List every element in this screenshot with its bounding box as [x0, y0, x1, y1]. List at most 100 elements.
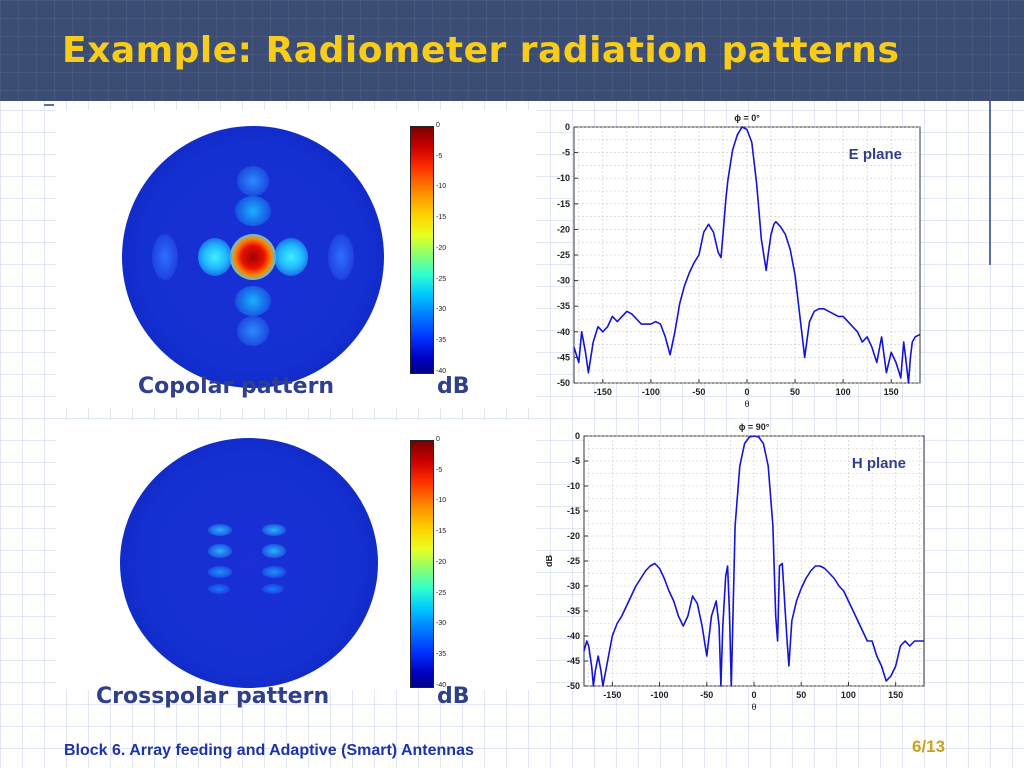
y-tick-label: -45	[557, 352, 570, 362]
x-tick-label: -50	[692, 387, 705, 397]
crosspolar-colorbar-ticks: 0 -5 -10 -15 -20 -25 -30 -35 -40	[436, 436, 466, 692]
y-tick-label: -20	[557, 224, 570, 234]
crosspolar-caption: Crosspolar pattern	[96, 684, 330, 709]
y-tick-label: -25	[567, 556, 580, 566]
side-lobe	[235, 286, 271, 316]
x-tick-label: 150	[884, 387, 899, 397]
plane-annotation: H plane	[852, 455, 906, 472]
accent-line	[989, 101, 991, 265]
cross-lobe	[208, 584, 230, 594]
crosspolar-pattern-map	[120, 438, 378, 688]
y-tick-label: -30	[557, 276, 570, 286]
crosspolar-colorbar	[410, 440, 434, 688]
y-tick-label: 0	[565, 122, 570, 132]
cross-lobe	[262, 524, 286, 536]
x-tick-label: 0	[744, 387, 749, 397]
side-lobe	[235, 196, 271, 226]
copolar-pattern-map	[122, 126, 384, 388]
copolar-unit-label: dB	[437, 374, 470, 399]
e-plane-pattern-plot: 0 -5 -10 -15 -20 -25 -30 -35 -40 -45 -50 -150 -100 -5…	[557, 113, 921, 409]
y-axis-label: dB	[546, 555, 554, 567]
accent-dash	[44, 104, 54, 106]
side-lobe	[274, 238, 308, 276]
y-tick-label: -40	[567, 631, 580, 641]
y-tick-label: -30	[567, 581, 580, 591]
crosspolar-unit-label: dB	[437, 684, 470, 709]
y-tick-label: -50	[557, 378, 570, 388]
cross-lobe	[208, 524, 232, 536]
plot-title: ϕ = 90°	[739, 422, 770, 432]
y-tick-label: -10	[557, 173, 570, 183]
copolar-colorbar	[410, 126, 434, 374]
colorbar-tick: -20	[436, 559, 447, 566]
slide-title: Example: Radiometer radiation patterns	[62, 30, 900, 71]
x-axis-label: θ	[744, 399, 749, 409]
colorbar-tick: -30	[436, 620, 447, 627]
colorbar-tick: -15	[436, 214, 447, 221]
cross-lobe	[208, 566, 232, 578]
x-tick-label: 0	[751, 690, 756, 700]
plot-title: ϕ = 0°	[734, 113, 760, 123]
colorbar-tick: -15	[436, 528, 447, 535]
colorbar-tick: -35	[436, 651, 447, 658]
colorbar-tick: -35	[436, 337, 447, 344]
x-tick-label: -150	[603, 690, 621, 700]
colorbar-tick: -25	[436, 276, 447, 283]
side-lobe	[237, 316, 269, 346]
colorbar-tick: -10	[436, 183, 447, 190]
x-tick-label: 50	[796, 690, 806, 700]
y-tick-label: -5	[562, 148, 570, 158]
copolar-colorbar-ticks: 0 -5 -10 -15 -20 -25 -30 -35 -40	[436, 122, 466, 378]
colorbar-tick: -30	[436, 306, 447, 313]
title-bar: Example: Radiometer radiation patterns	[0, 0, 1024, 101]
colorbar-tick: -25	[436, 590, 447, 597]
crosspolar-panel: 0 -5 -10 -15 -20 -25 -30 -35 -40	[56, 420, 536, 690]
page-number: 6/13	[912, 737, 946, 756]
pattern-curve	[573, 126, 921, 384]
side-lobe	[198, 238, 232, 276]
y-tick-label: -25	[557, 250, 570, 260]
colorbar-tick: -5	[436, 153, 443, 160]
y-tick-label: -15	[557, 199, 570, 209]
x-tick-label: -100	[651, 690, 669, 700]
x-tick-label: -100	[642, 387, 660, 397]
main-lobe	[230, 234, 276, 280]
colorbar-tick: -40	[436, 368, 447, 375]
colorbar-tick: 0	[436, 122, 440, 129]
x-tick-label: -50	[700, 690, 713, 700]
y-tick-label: -35	[567, 606, 580, 616]
x-axis-label: θ	[751, 702, 756, 712]
y-tick-label: 0	[575, 431, 580, 441]
x-tick-label: 100	[841, 690, 856, 700]
colorbar-tick: -40	[436, 682, 447, 689]
y-tick-label: -10	[567, 481, 580, 491]
cross-lobe	[262, 544, 286, 558]
colorbar-tick: -10	[436, 497, 447, 504]
side-lobe	[152, 234, 178, 280]
y-tick-label: -15	[567, 506, 580, 516]
cross-lobe	[262, 566, 286, 578]
x-tick-label: 150	[888, 690, 903, 700]
y-tick-label: -5	[572, 456, 580, 466]
cross-lobe	[208, 544, 232, 558]
x-tick-label: -150	[594, 387, 612, 397]
side-lobe	[328, 234, 354, 280]
y-tick-label: -45	[567, 656, 580, 666]
y-tick-label: -20	[567, 531, 580, 541]
x-tick-label: 100	[836, 387, 851, 397]
side-lobe	[237, 166, 269, 196]
colorbar-tick: -20	[436, 245, 447, 252]
y-tick-label: -50	[567, 681, 580, 691]
footer-text: Block 6. Array feeding and Adaptive (Sma…	[64, 742, 474, 759]
plane-annotation: E plane	[849, 146, 902, 163]
copolar-panel: 0 -5 -10 -15 -20 -25 -30 -35 -40	[56, 110, 536, 408]
colorbar-tick: -5	[436, 467, 443, 474]
colorbar-tick: 0	[436, 436, 440, 443]
copolar-caption: Copolar pattern	[138, 374, 335, 399]
h-plane-pattern-plot: 0 -5 -10 -15 -20 -25 -30 -35 -40 -45 -50 -150 -100 -5…	[546, 422, 925, 712]
x-tick-label: 50	[790, 387, 800, 397]
pattern-curve	[583, 435, 924, 687]
cross-lobe	[262, 584, 284, 594]
y-tick-label: -35	[557, 301, 570, 311]
y-tick-label: -40	[557, 327, 570, 337]
